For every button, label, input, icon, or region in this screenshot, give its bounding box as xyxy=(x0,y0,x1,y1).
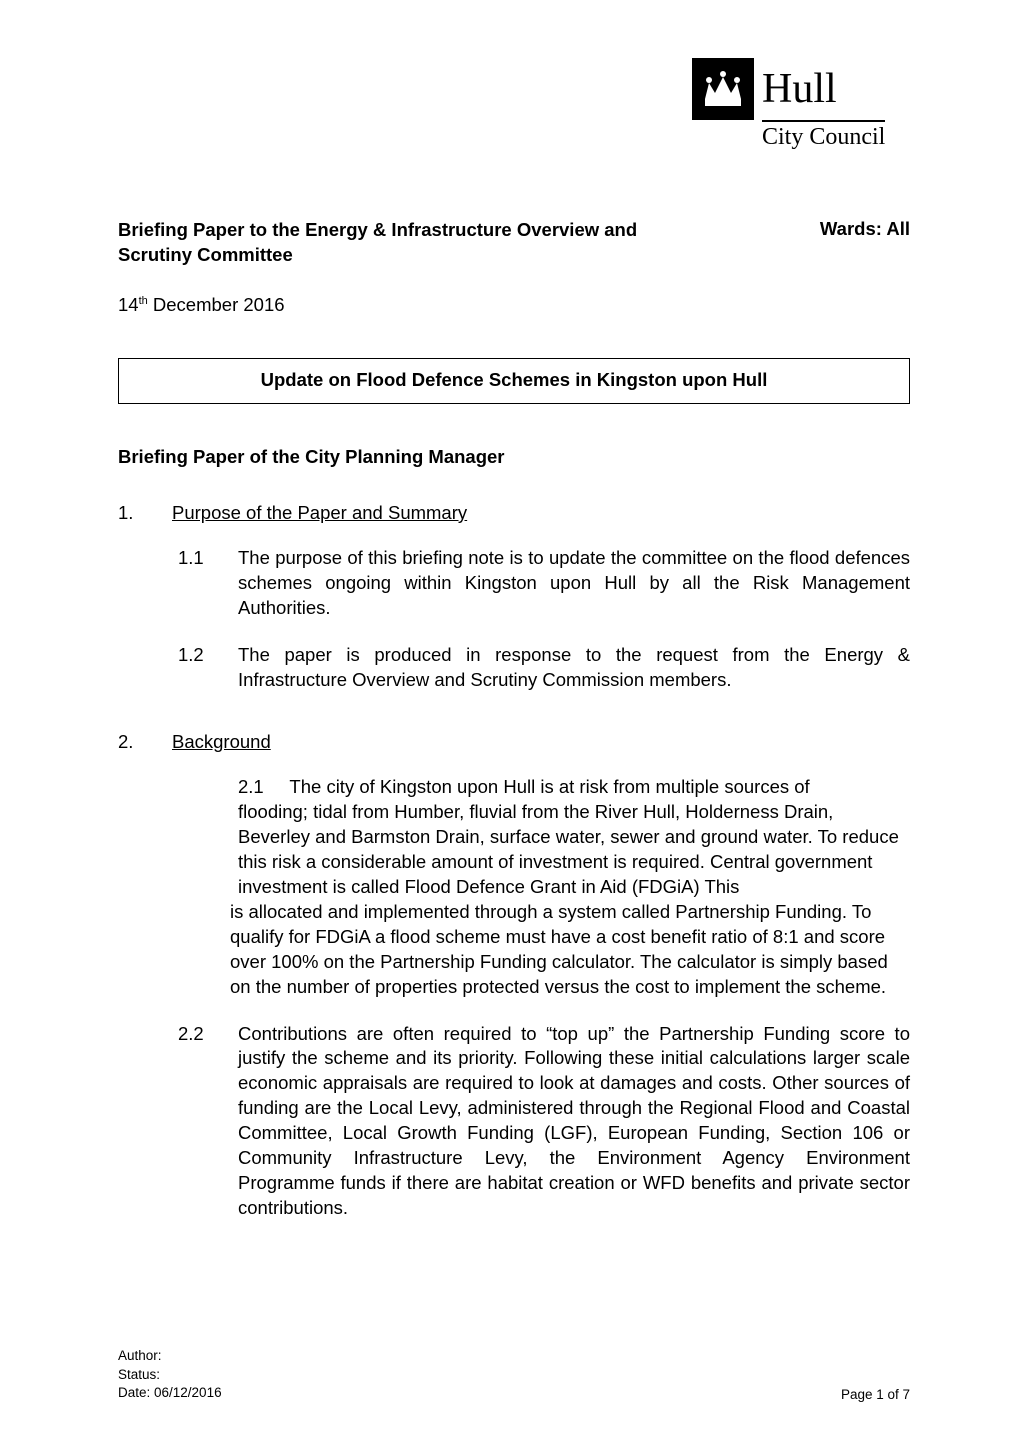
boxed-subject-title: Update on Flood Defence Schemes in Kings… xyxy=(118,358,910,404)
author-line: Briefing Paper of the City Planning Mana… xyxy=(118,446,910,468)
logo-name: Hull xyxy=(762,65,837,113)
para-label: 1.1 xyxy=(118,546,238,621)
footer-date: Date: 06/12/2016 xyxy=(118,1384,222,1402)
para-text: Contributions are often required to “top… xyxy=(238,1022,910,1222)
paragraph-2-1: 2.1 The city of Kingston upon Hull is at… xyxy=(118,775,910,1000)
para-text-body2: is allocated and implemented through a s… xyxy=(118,900,910,1000)
section-heading-1: 1. Purpose of the Paper and Summary xyxy=(118,502,910,524)
section-number: 1. xyxy=(118,502,144,524)
section-title: Purpose of the Paper and Summary xyxy=(172,502,467,524)
briefing-title: Briefing Paper to the Energy & Infrastru… xyxy=(118,218,678,268)
page: Hull City Council Briefing Paper to the … xyxy=(0,0,1020,1442)
briefing-title-row: Briefing Paper to the Energy & Infrastru… xyxy=(118,218,910,268)
para-line: 2.1 The city of Kingston upon Hull is at… xyxy=(118,775,910,800)
wards-label: Wards: All xyxy=(820,218,910,268)
footer-page-number: Page 1 of 7 xyxy=(841,1387,910,1402)
section-title: Background xyxy=(172,731,271,753)
section-number: 2. xyxy=(118,731,144,753)
para-label: 2.2 xyxy=(118,1022,238,1222)
logo-row: Hull xyxy=(692,58,902,120)
section-heading-2: 2. Background xyxy=(118,731,910,753)
footer-status: Status: xyxy=(118,1366,222,1384)
footer-meta: Author: Status: Date: 06/12/2016 xyxy=(118,1347,222,1402)
para-text-intro: The city of Kingston upon Hull is at ris… xyxy=(289,776,809,797)
para-text: The paper is produced in response to the… xyxy=(238,643,910,693)
paragraph-2-2: 2.2 Contributions are often required to … xyxy=(118,1022,910,1222)
date-day: 14 xyxy=(118,294,139,315)
para-label: 2.1 xyxy=(238,776,264,797)
para-text-body: flooding; tidal from Humber, fluvial fro… xyxy=(118,800,910,900)
org-logo: Hull City Council xyxy=(692,58,902,151)
document-date: 14th December 2016 xyxy=(118,294,910,316)
page-footer: Author: Status: Date: 06/12/2016 Page 1 … xyxy=(118,1347,910,1402)
footer-author: Author: xyxy=(118,1347,222,1365)
crown-icon xyxy=(692,58,754,120)
para-label: 1.2 xyxy=(118,643,238,693)
date-ordinal: th xyxy=(139,295,148,307)
paragraph-1-2: 1.2 The paper is produced in response to… xyxy=(118,643,910,693)
date-rest: December 2016 xyxy=(148,294,285,315)
para-text: The purpose of this briefing note is to … xyxy=(238,546,910,621)
paragraph-1-1: 1.1 The purpose of this briefing note is… xyxy=(118,546,910,621)
logo-subline: City Council xyxy=(762,120,885,151)
